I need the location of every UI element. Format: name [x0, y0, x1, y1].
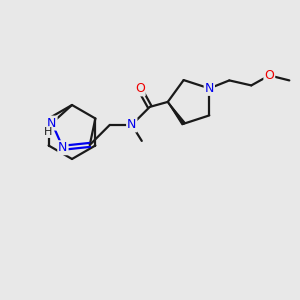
Polygon shape [168, 102, 185, 125]
Text: N: N [47, 117, 57, 130]
Text: H: H [44, 127, 52, 137]
Text: O: O [264, 69, 274, 82]
Text: N: N [127, 118, 136, 131]
Text: N: N [205, 82, 214, 95]
Text: N: N [58, 141, 68, 154]
Text: O: O [135, 82, 145, 95]
